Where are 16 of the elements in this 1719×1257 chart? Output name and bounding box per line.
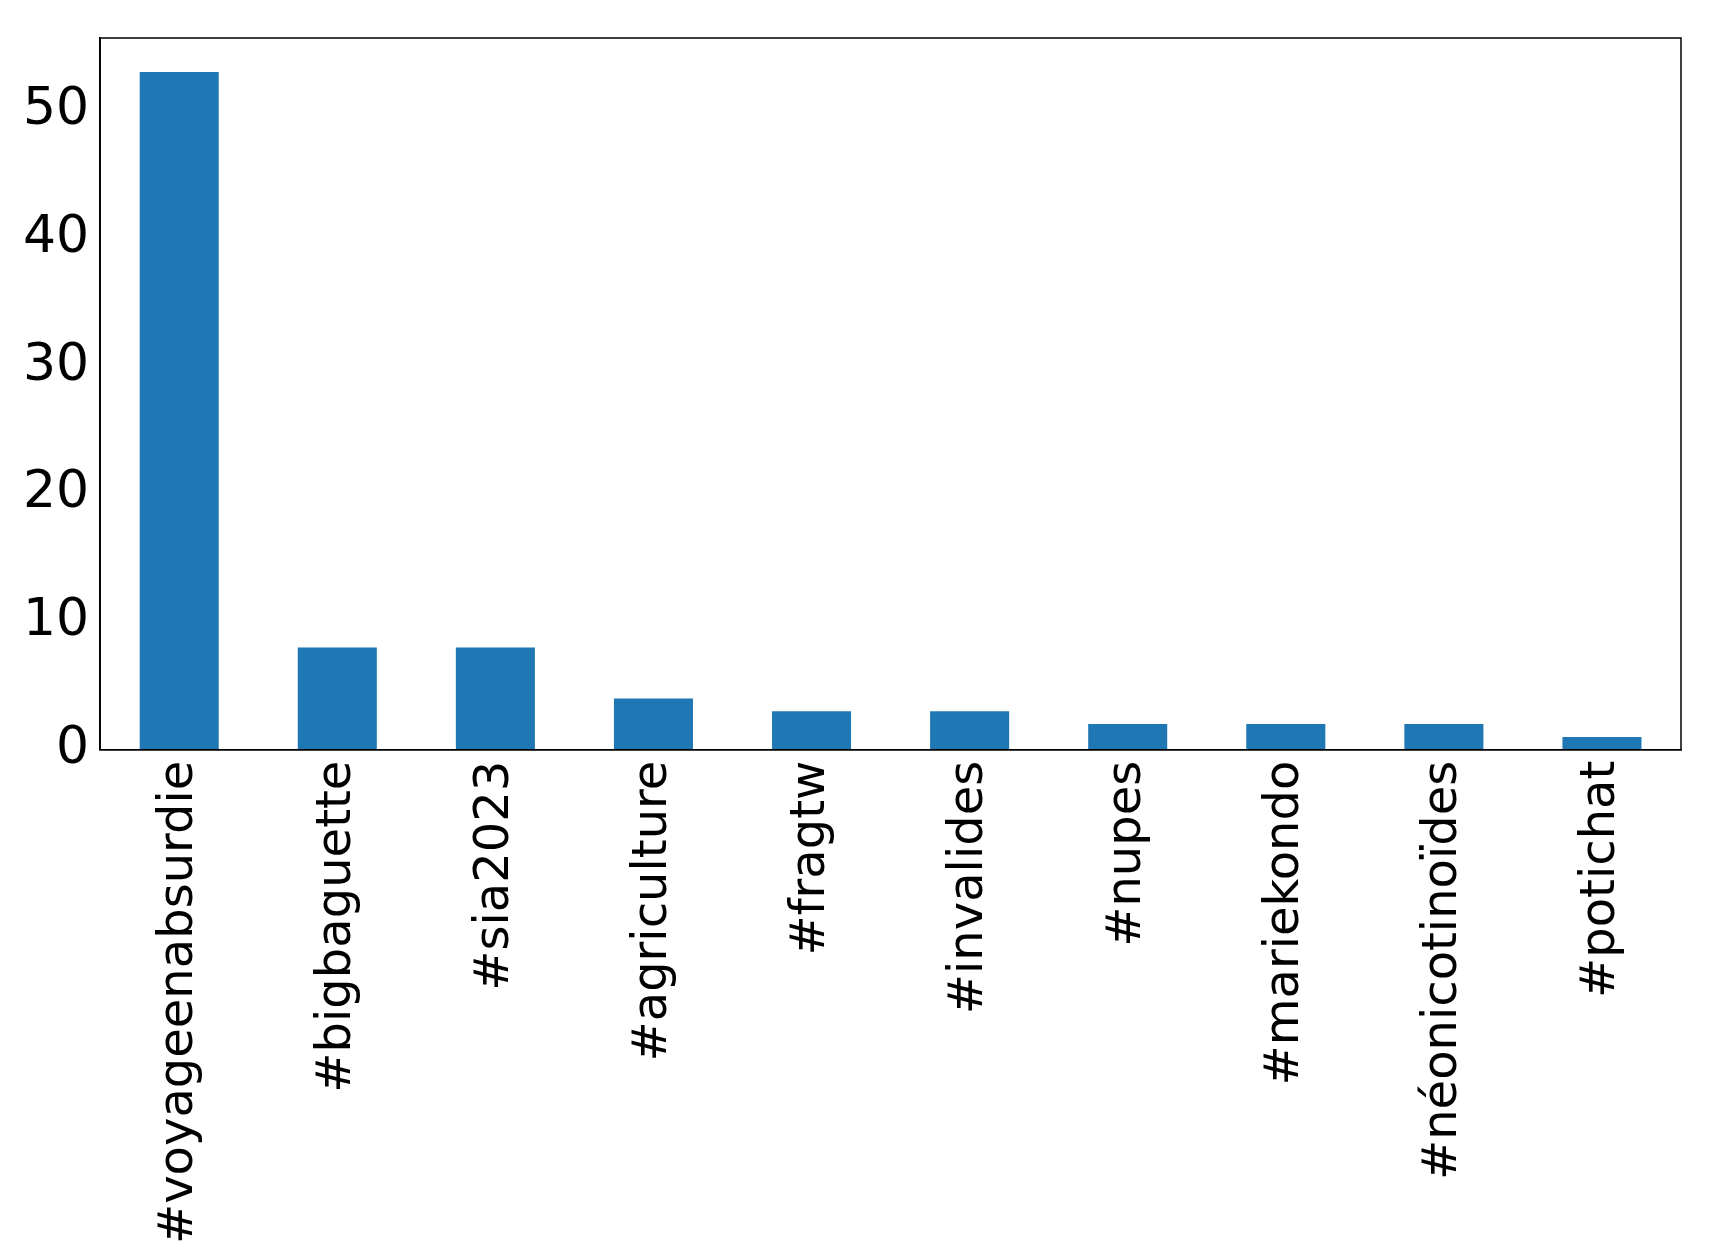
x-tick-label: #agriculture: [620, 760, 677, 1062]
x-tick-label: #invalides: [937, 760, 994, 1015]
x-tick-label: #bigbaguette: [304, 760, 361, 1093]
x-tick-label: #néonicotinoïdes: [1411, 760, 1468, 1181]
y-tick-label: 20: [23, 459, 90, 520]
x-tick-label: #mariekondo: [1253, 760, 1310, 1086]
x-tick-label: #sia2023: [462, 760, 519, 991]
x-tick-label: #potichat: [1569, 760, 1626, 998]
y-tick-label: 50: [23, 75, 90, 136]
x-tick-label: #voyageenabsurdie: [146, 760, 203, 1245]
y-tick-label: 40: [23, 203, 90, 264]
x-tick-label: #fragtw: [779, 760, 836, 956]
y-tick-label: 30: [23, 331, 90, 392]
x-tick-label: #nupes: [1095, 760, 1152, 947]
y-tick-label: 10: [23, 587, 90, 648]
y-tick-label: 0: [56, 715, 90, 776]
